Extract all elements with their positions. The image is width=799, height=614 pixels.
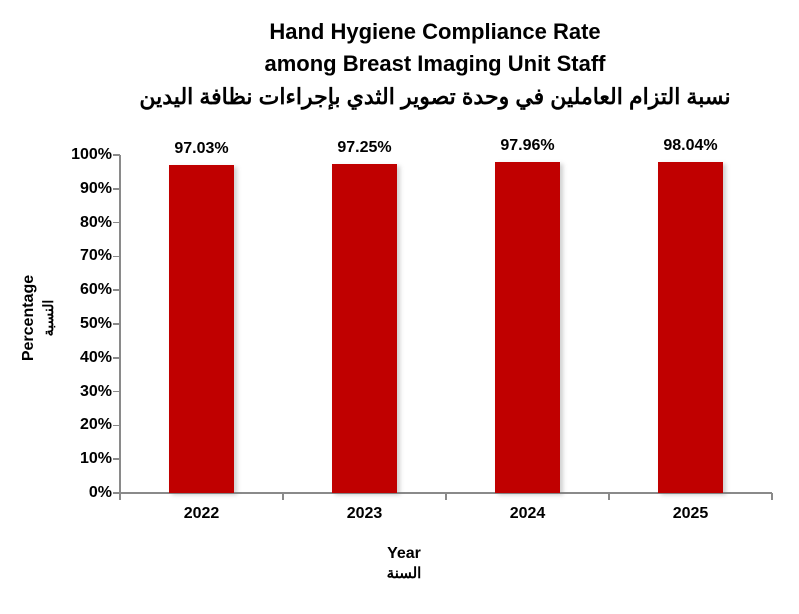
bar-2022 — [169, 165, 234, 493]
y-tick-0 — [113, 492, 120, 494]
x-boundary-tick-0 — [119, 493, 121, 500]
y-tick-label-30: 30% — [79, 382, 112, 400]
y-tick-label-100: 100% — [71, 146, 112, 163]
y-tick-label-70: 70% — [79, 247, 112, 265]
y-tick-70 — [113, 255, 120, 258]
bar-2025 — [658, 161, 723, 493]
x-boundary-tick-2 — [445, 493, 447, 500]
bar-2023 — [332, 164, 397, 493]
chart-title-line-3-arabic: نسبة التزام العاملين في وحدة تصوير الثدي… — [139, 84, 731, 109]
x-tick-label-2025: 2025 — [672, 505, 709, 522]
y-tick-10 — [113, 458, 120, 460]
x-tick-label-2024: 2024 — [509, 505, 546, 522]
y-tick-label-10: 10% — [79, 450, 112, 468]
x-axis-title-en: Year — [387, 545, 421, 562]
chart-title: Hand Hygiene Compliance Rate among Breas… — [73, 16, 797, 114]
x-boundary-tick-1 — [282, 493, 284, 500]
y-tick-label-90: 90% — [79, 179, 112, 197]
y-tick-label-20: 20% — [79, 416, 112, 434]
x-boundary-tick-4 — [771, 493, 773, 500]
y-tick-30 — [113, 390, 120, 393]
chart-title-line-1: Hand Hygiene Compliance Rate — [269, 19, 601, 44]
y-tick-label-0: 0% — [88, 484, 112, 501]
y-tick-60 — [113, 289, 120, 291]
x-tick-label-2023: 2023 — [346, 505, 383, 522]
y-tick-label-50: 50% — [79, 315, 112, 332]
data-label-2024: 97.96% — [500, 136, 555, 154]
y-tick-label-80: 80% — [79, 213, 112, 231]
y-axis-line — [119, 155, 121, 500]
chart-title-line-2: among Breast Imaging Unit Staff — [264, 51, 606, 76]
y-tick-label-60: 60% — [79, 281, 112, 299]
x-axis-title-arabic: السنة — [386, 565, 422, 582]
y-tick-100 — [113, 154, 120, 156]
x-axis-title: Year السنة — [304, 543, 504, 584]
data-label-2023: 97.25% — [337, 139, 392, 157]
y-tick-40 — [113, 357, 120, 359]
data-label-2025: 98.04% — [663, 136, 718, 154]
y-tick-label-40: 40% — [79, 348, 112, 366]
y-tick-90 — [113, 188, 120, 190]
x-boundary-tick-3 — [608, 493, 610, 500]
y-tick-50 — [113, 323, 120, 325]
x-axis-line — [119, 492, 772, 494]
x-tick-label-2022: 2022 — [183, 505, 220, 522]
y-tick-80 — [113, 221, 120, 224]
bar-2024 — [495, 161, 560, 493]
data-label-2022: 97.03% — [174, 140, 229, 158]
y-tick-20 — [113, 424, 120, 427]
